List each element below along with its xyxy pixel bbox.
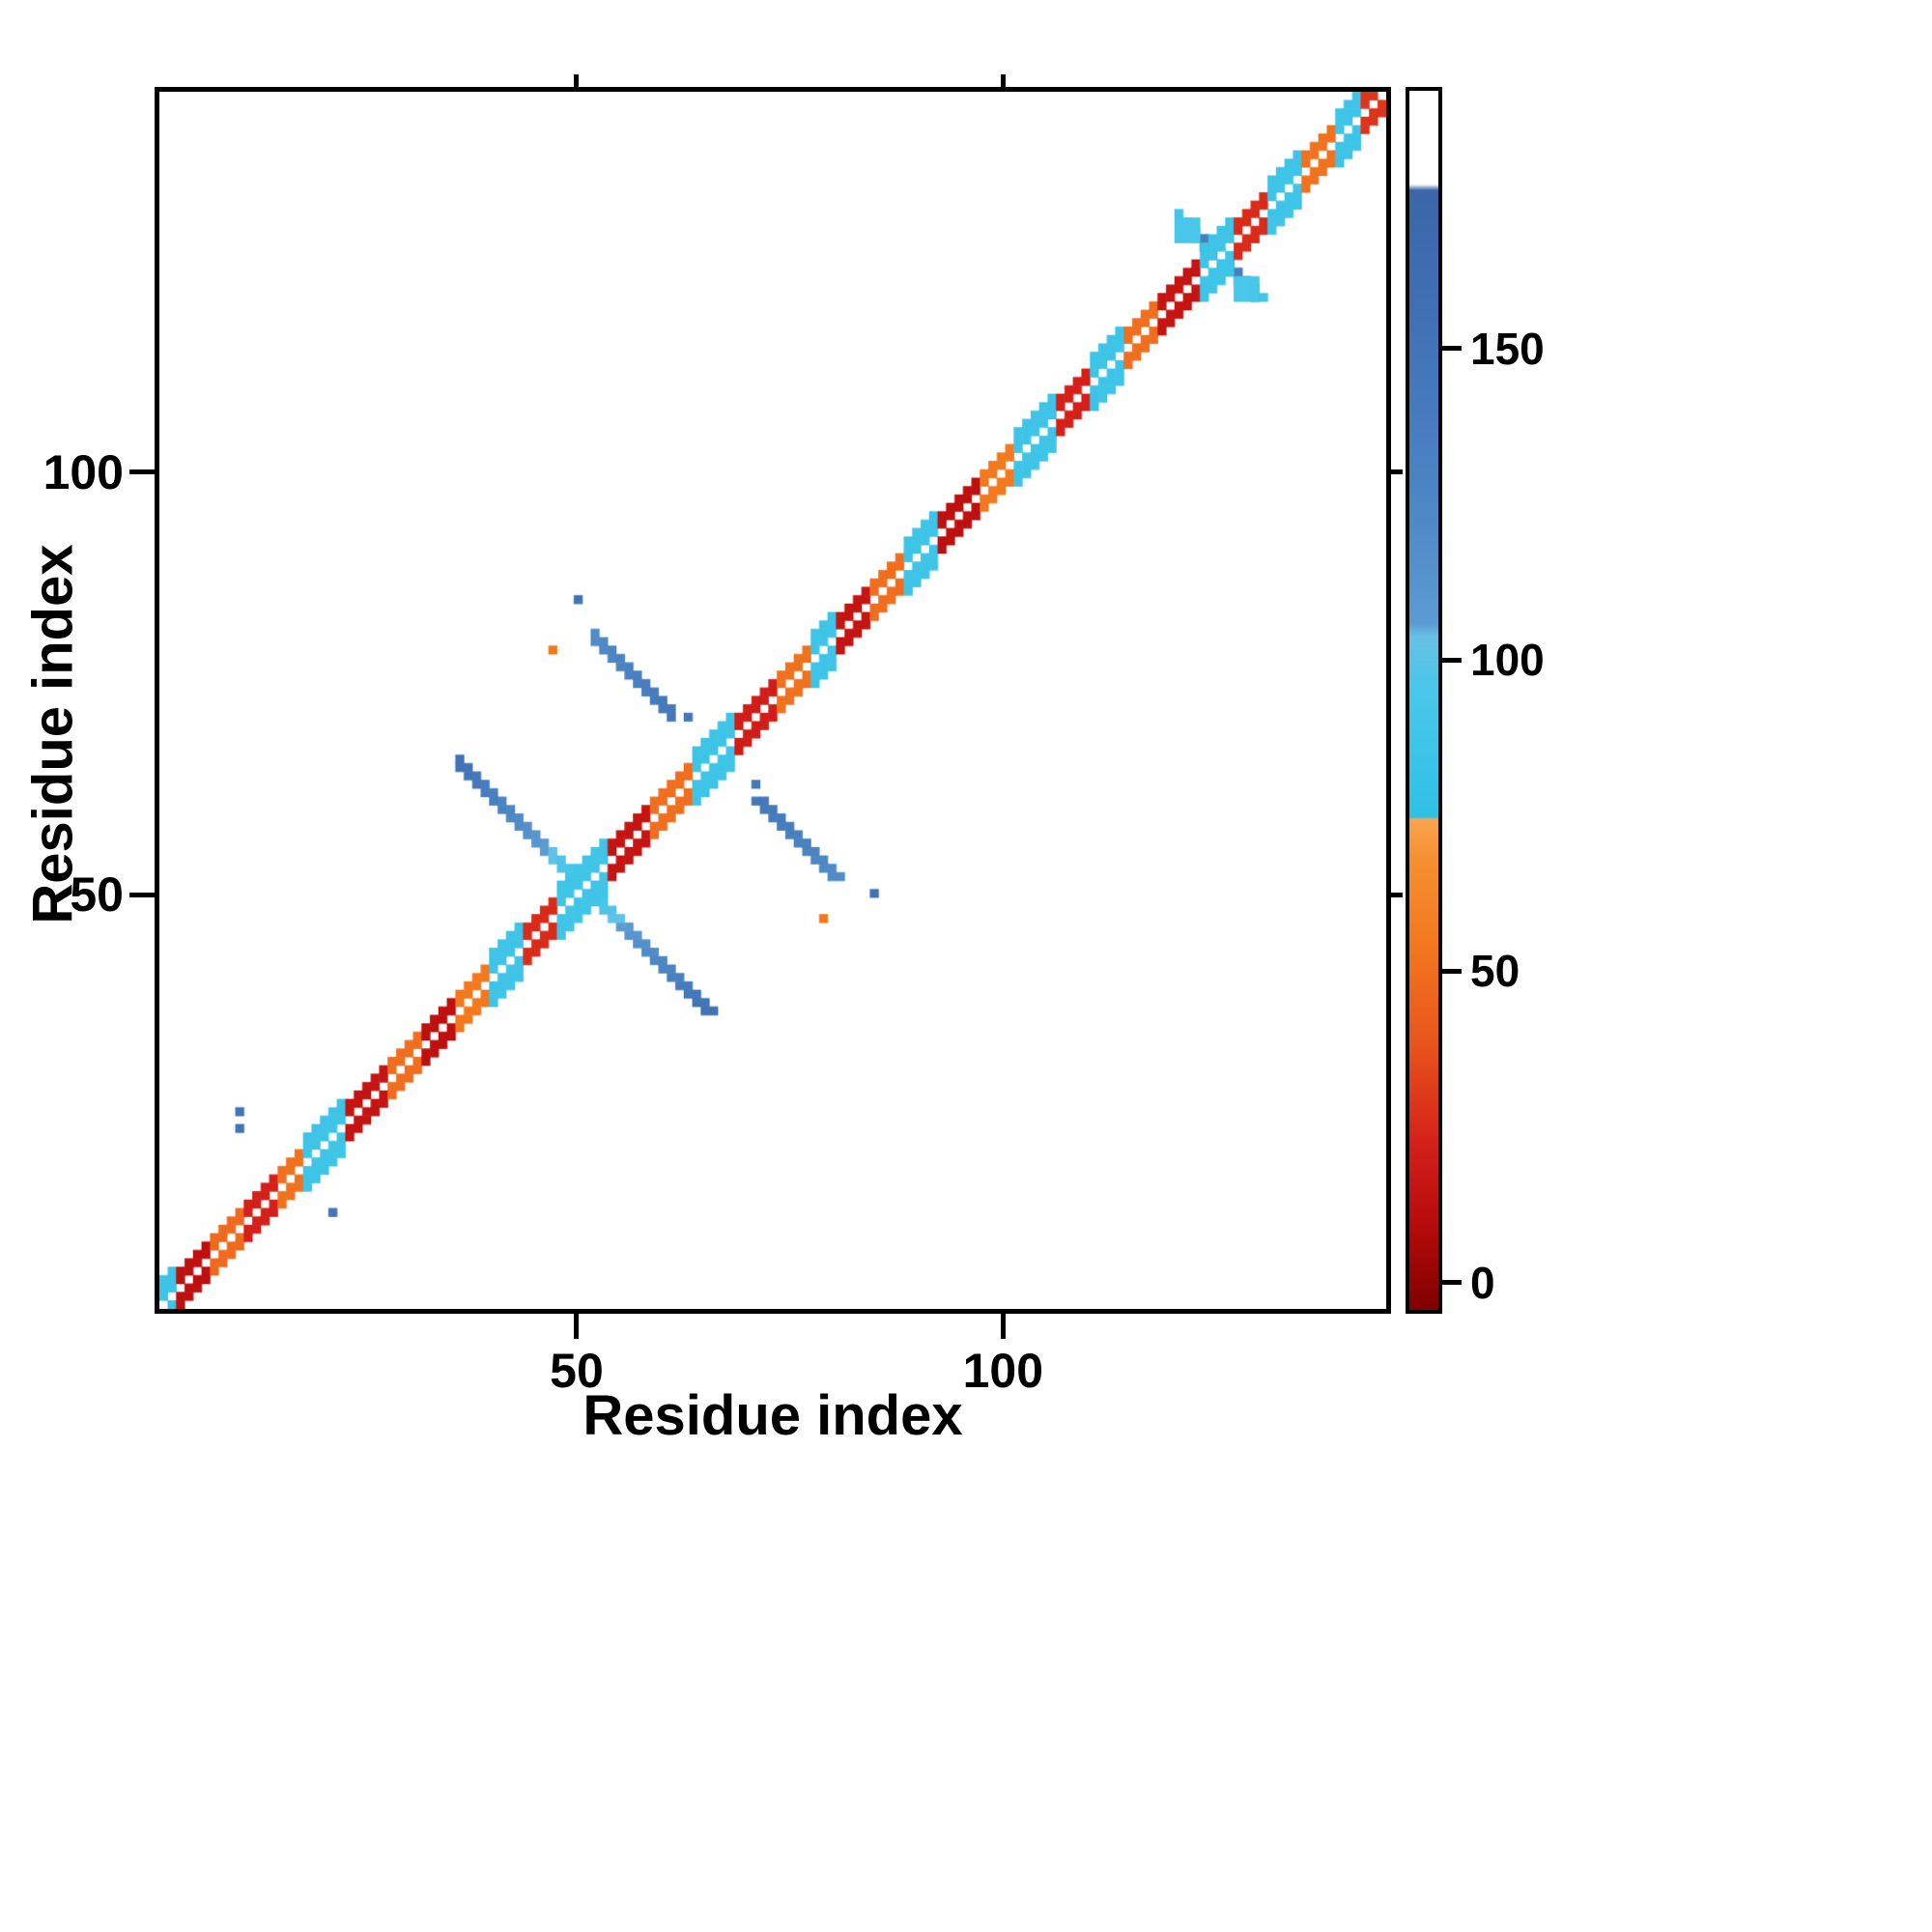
x-tick-mark-bottom bbox=[1000, 1314, 1006, 1339]
colorbar-tick-label: 150 bbox=[1470, 323, 1545, 374]
y-tick-mark-left bbox=[129, 469, 155, 475]
heatmap-canvas bbox=[159, 92, 1386, 1309]
x-tick-mark-bottom bbox=[574, 1314, 580, 1339]
y-tick-mark-right bbox=[1391, 469, 1403, 475]
x-tick-label: 50 bbox=[550, 1344, 604, 1398]
colorbar-tick-label: 100 bbox=[1470, 635, 1545, 686]
x-tick-mark-top bbox=[574, 74, 580, 87]
colorbar-tick-label: 0 bbox=[1470, 1257, 1495, 1308]
x-tick-label: 100 bbox=[962, 1344, 1044, 1398]
y-tick-label: 100 bbox=[43, 444, 124, 499]
colorbar bbox=[1406, 87, 1442, 1314]
y-tick-label: 50 bbox=[70, 867, 124, 923]
y-tick-mark-right bbox=[1391, 892, 1403, 897]
colorbar-tick-mark bbox=[1442, 346, 1462, 352]
colorbar-tick-label: 50 bbox=[1470, 946, 1520, 997]
colorbar-canvas bbox=[1409, 91, 1438, 1310]
y-tick-mark-left bbox=[129, 892, 155, 897]
plot-area bbox=[155, 87, 1391, 1314]
colorbar-tick-mark bbox=[1442, 1280, 1462, 1286]
colorbar-tick-mark bbox=[1442, 657, 1462, 663]
x-tick-mark-top bbox=[1000, 74, 1006, 87]
colorbar-tick-mark bbox=[1442, 968, 1462, 974]
x-axis-label: Residue index bbox=[582, 1384, 963, 1447]
